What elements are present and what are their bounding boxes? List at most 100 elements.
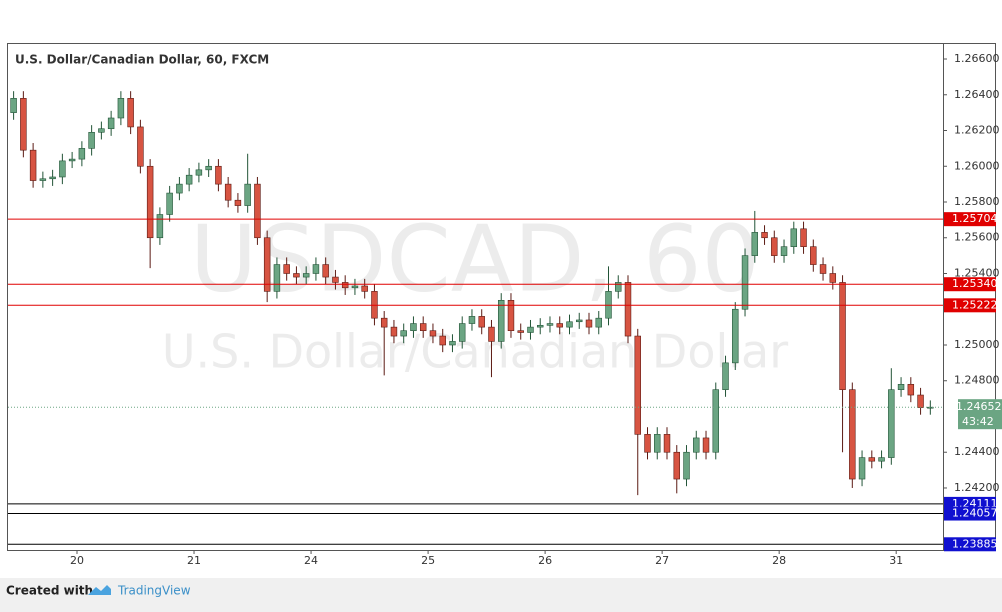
- candle-body: [293, 273, 300, 278]
- candle-body: [624, 282, 632, 337]
- level-label-box: [944, 298, 996, 313]
- candle-body: [644, 434, 651, 453]
- candle-body: [693, 437, 700, 453]
- candle-body: [468, 316, 476, 324]
- candle-body: [790, 228, 798, 247]
- candle-body: [234, 199, 242, 206]
- candle-body: [29, 149, 37, 181]
- candle-body: [49, 176, 56, 180]
- candle-body: [215, 165, 222, 185]
- candle-body: [166, 192, 173, 215]
- candle-body: [868, 457, 876, 462]
- candle-body: [761, 232, 768, 239]
- y-tick-label: 1.26600: [954, 52, 1000, 65]
- candle-body: [615, 282, 622, 292]
- candle-body: [527, 326, 534, 333]
- x-tick-label: 27: [655, 554, 669, 567]
- level-label: 1.25704: [952, 212, 998, 225]
- candle-body: [351, 285, 359, 289]
- candle-body: [380, 317, 388, 328]
- level-label: 1.24057: [952, 507, 998, 520]
- candle-body: [10, 98, 17, 113]
- candle-body: [263, 237, 271, 292]
- candle-body: [732, 308, 739, 364]
- candle-body: [146, 165, 154, 239]
- candle-body: [829, 273, 837, 283]
- x-tick-label: 25: [421, 554, 435, 567]
- candle-body: [117, 98, 125, 119]
- candle-body: [332, 276, 339, 283]
- candle-body: [546, 323, 554, 326]
- x-tick-label: 28: [772, 554, 786, 567]
- candle-body: [419, 323, 427, 331]
- candle-body: [858, 457, 866, 480]
- candle-body: [839, 282, 846, 390]
- candle-body: [361, 285, 368, 292]
- watermark: USDCAD, 60: [190, 205, 760, 312]
- level-label-box: [944, 506, 996, 521]
- candle-body: [98, 128, 105, 133]
- footer-brand[interactable]: TradingView: [117, 584, 191, 598]
- candle-body: [537, 325, 544, 328]
- candle-body: [78, 148, 86, 160]
- candle-body: [771, 237, 778, 256]
- candle-body: [888, 389, 895, 458]
- level-label-box: [944, 537, 996, 552]
- candle-body: [702, 437, 710, 453]
- candle-body: [302, 273, 310, 278]
- candle-body: [605, 291, 612, 319]
- candle-body: [878, 457, 885, 462]
- candle-body: [488, 326, 495, 342]
- y-tick-label: 1.25400: [954, 266, 1000, 279]
- candle-body: [634, 335, 641, 435]
- candle-body: [556, 323, 563, 328]
- x-tick-label: 21: [187, 554, 201, 567]
- x-tick-label: 24: [304, 554, 318, 567]
- y-tick-label: 1.24400: [954, 445, 1000, 458]
- candle-body: [712, 389, 719, 453]
- x-tick-label: 20: [70, 554, 84, 567]
- chart-title: U.S. Dollar/Canadian Dollar, 60, FXCM: [15, 53, 269, 67]
- candle-body: [683, 451, 690, 480]
- candle-body: [927, 406, 934, 409]
- footer-text: Created with: [6, 584, 93, 598]
- candle-body: [849, 389, 856, 480]
- candle-body: [722, 362, 729, 390]
- candle-body: [127, 98, 134, 128]
- candle-body: [429, 330, 437, 337]
- y-tick-label: 1.24800: [954, 374, 1000, 387]
- candle-body: [800, 228, 807, 247]
- candle-body: [819, 264, 827, 274]
- candle-body: [517, 330, 524, 333]
- level-label-box: [944, 277, 996, 292]
- candle-body: [907, 384, 915, 396]
- y-tick-label: 1.25600: [954, 231, 1000, 244]
- candle-body: [410, 323, 417, 331]
- candle-body: [917, 394, 924, 408]
- level-label: 1.25340: [952, 277, 998, 290]
- candle-body: [107, 117, 115, 130]
- countdown-label: 43:42: [962, 415, 994, 428]
- y-tick-label: 1.24200: [954, 481, 1000, 494]
- last-price-label: 1.24652: [956, 400, 1002, 413]
- candle-body: [400, 330, 407, 337]
- candle-body: [283, 264, 290, 274]
- y-tick-label: 1.26400: [954, 88, 1000, 101]
- candle-body: [576, 319, 583, 323]
- candle-body: [341, 282, 349, 289]
- candle-body: [185, 174, 193, 185]
- candle-body: [673, 451, 680, 480]
- candle-body: [751, 232, 759, 256]
- candle-body: [205, 165, 212, 171]
- candle-body: [810, 246, 817, 265]
- candle-body: [137, 126, 144, 167]
- candle-body: [897, 384, 905, 390]
- candle-body: [497, 300, 505, 342]
- level-label: 1.23885: [952, 537, 998, 550]
- candle-body: [224, 183, 232, 201]
- candle-body: [371, 291, 378, 319]
- candle-body: [322, 264, 329, 278]
- level-label-box: [944, 212, 996, 227]
- candle-body: [312, 264, 320, 274]
